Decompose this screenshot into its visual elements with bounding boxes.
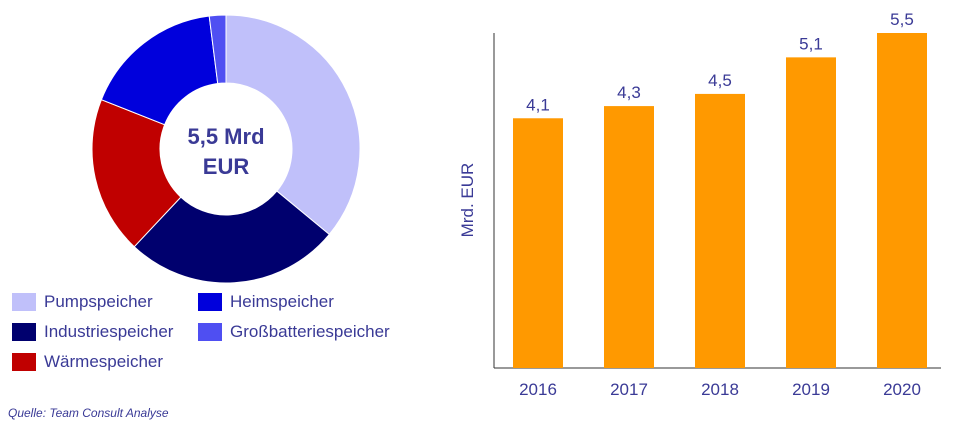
legend-item-pumpspeicher: Pumpspeicher [12,292,153,312]
legend-swatch [198,323,222,341]
bar-value-label: 4,1 [526,95,550,114]
legend-item-heimspeicher: Heimspeicher [198,292,334,312]
bar-2020 [877,33,927,368]
legend-label: Pumpspeicher [44,292,153,311]
legend-label: Industriespeicher [44,322,174,341]
legend-label: Heimspeicher [230,292,334,311]
x-tick-label: 2017 [610,380,648,399]
donut-slice-pumpspeicher [225,14,361,236]
donut-slice-wärmespeicher [91,99,182,248]
bar-2018 [695,93,745,368]
bar-value-label: 5,5 [890,10,914,29]
bar-chart: Mrd. EUR 4,1 2016 4,3 2017 4,5 2018 5,1 2019 5,5… [458,10,941,399]
bar-value-label: 4,5 [708,71,732,90]
source-note: Quelle: Team Consult Analyse [8,406,169,420]
legend-item-grossbatteriespeicher: Großbatteriespeicher [198,322,390,342]
bar-2017 [604,106,654,368]
donut-center-label-line1: 5,5 Mrd [187,124,264,149]
legend-label: Großbatteriespeicher [230,322,390,341]
x-tick-label: 2020 [883,380,921,399]
x-tick-label: 2018 [701,380,739,399]
x-tick-label: 2019 [792,380,830,399]
legend-swatch [12,293,36,311]
bar-2016 [513,118,563,368]
bar-2019 [786,57,836,368]
legend-item-industriespeicher: Industriespeicher [12,322,173,342]
donut-slice-großbatteriespeicher [208,14,227,85]
legend-swatch [198,293,222,311]
bar-value-label: 4,3 [617,83,641,102]
donut-center-label-line2: EUR [203,154,250,179]
y-axis-label: Mrd. EUR [458,163,477,238]
bars-group: 4,1 2016 4,3 2017 4,5 2018 5,1 2019 5,5 2020 [513,10,927,399]
donut-chart: 5,5 Mrd EUR [91,14,361,284]
legend-label: Wärmespeicher [44,352,164,371]
donut-slices [91,14,361,284]
x-tick-label: 2016 [519,380,557,399]
donut-slice-industriespeicher [133,190,330,284]
legend-item-waermespeicher: Wärmespeicher [12,352,163,372]
bar-value-label: 5,1 [799,34,823,53]
legend-swatch [12,323,36,341]
legend-swatch [12,353,36,371]
